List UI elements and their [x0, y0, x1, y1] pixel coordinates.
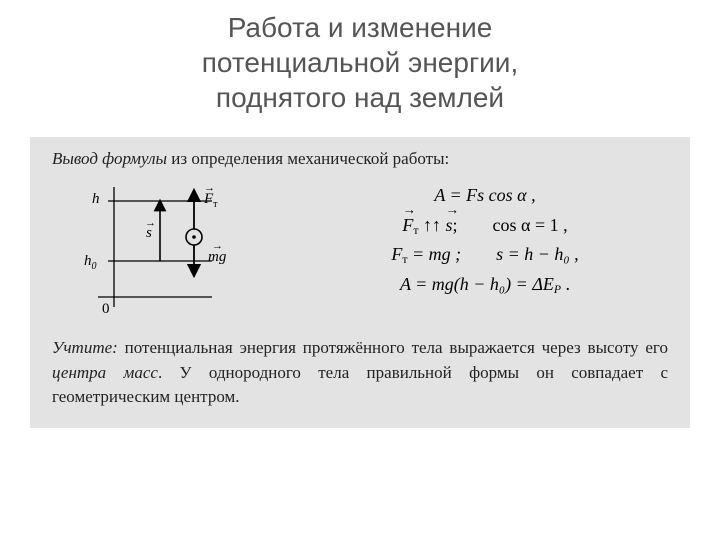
note-paragraph: Учтите: потенциальная энергия протяжённо… [52, 336, 668, 410]
page-title: Работа и изменение потенциальной энергии… [0, 0, 720, 137]
diag-label-zero: 0 [102, 301, 110, 317]
diag-s-arrow: → [145, 217, 156, 229]
diag-F-arrow: → [204, 182, 215, 194]
equations: A = Fs cos α , Fт ↑↑ s; cos α = 1 , Fт =… [302, 179, 668, 300]
eq-line-4: A = mg(h − h₀) = ΔEP . [302, 270, 668, 300]
eq-line-2: Fт ↑↑ s; cos α = 1 , [302, 211, 668, 241]
diagram: h h0 0 s → Fт → mg → [52, 179, 272, 324]
eq-line-1: A = Fs cos α , [302, 181, 668, 211]
note-italic-2: центра масс [52, 363, 158, 382]
title-line-3: поднятого над землей [216, 82, 504, 113]
diag-label-h: h [92, 191, 100, 207]
title-line-1: Работа и изменение [228, 12, 493, 43]
diag-mg-arrow: → [212, 240, 223, 252]
middle-row: h h0 0 s → Fт → mg → A = Fs cos α , [52, 179, 668, 324]
lead-paragraph: Вывод формулы из определения механическо… [52, 149, 668, 169]
content-box: Вывод формулы из определения механическо… [30, 137, 690, 428]
title-line-2: потенциальной энергии, [202, 47, 518, 78]
note-italic-1: Учтите: [52, 338, 118, 357]
lead-rest: из определения механической работы: [167, 149, 449, 168]
diag-label-h0: h0 [84, 253, 97, 272]
eq-line-3: Fт = mg ; s = h − h₀ , [302, 240, 668, 270]
lead-italic: Вывод формулы [52, 149, 167, 168]
note-text-1: потенциальная энергия протяжённого тела … [118, 338, 668, 357]
diagram-svg: h h0 0 s → Fт → mg → [52, 179, 272, 319]
